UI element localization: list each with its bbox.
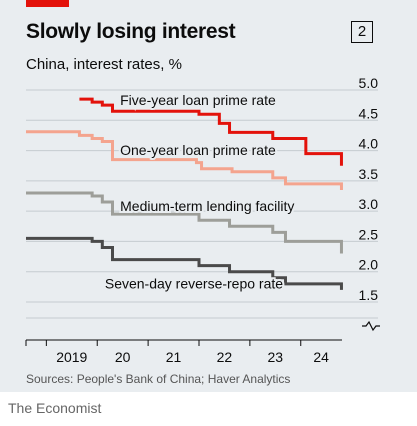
series-line-2 xyxy=(26,130,343,190)
brand-accent-bar xyxy=(26,0,69,7)
x-tick-label: 23 xyxy=(268,349,284,365)
y-tick-label: 2.0 xyxy=(359,257,379,273)
series-label: One-year loan prime rate xyxy=(120,142,276,158)
x-tick-label: 20 xyxy=(115,349,131,365)
chart-title: Slowly losing interest xyxy=(26,20,236,43)
x-tick-label: 2019 xyxy=(56,349,87,365)
series-label: Seven-day reverse-repo rate xyxy=(105,276,283,292)
y-tick-label: 5.0 xyxy=(359,75,379,91)
chart-number-badge: 2 xyxy=(351,21,373,43)
chart-subtitle: China, interest rates, % xyxy=(26,56,182,73)
chart-card xyxy=(0,0,417,392)
y-tick-label: 4.5 xyxy=(359,105,379,121)
series-line-1 xyxy=(79,97,343,166)
series-label: Five-year loan prime rate xyxy=(120,92,276,108)
y-tick-label: 3.5 xyxy=(359,166,379,182)
x-tick-label: 24 xyxy=(313,349,329,365)
axis-break-icon xyxy=(362,320,380,332)
series-label: Medium-term lending facility xyxy=(120,198,294,214)
source-note: Sources: People's Bank of China; Haver A… xyxy=(26,372,291,386)
y-tick-label: 1.5 xyxy=(359,287,379,303)
line-chart: 5.0 4.5 4.0 3.5 3.0 2.5 2.0 1.5 2019 20 21 22 23 24 Fi… xyxy=(25,75,380,365)
publisher-credit: The Economist xyxy=(8,400,102,416)
y-tick-label: 4.0 xyxy=(359,136,379,152)
x-tick-label: 21 xyxy=(166,349,182,365)
series-line-4 xyxy=(26,236,343,290)
y-tick-label: 2.5 xyxy=(359,226,379,242)
y-tick-label: 3.0 xyxy=(359,196,379,212)
x-tick-label: 22 xyxy=(217,349,233,365)
series-line-3 xyxy=(26,191,343,254)
